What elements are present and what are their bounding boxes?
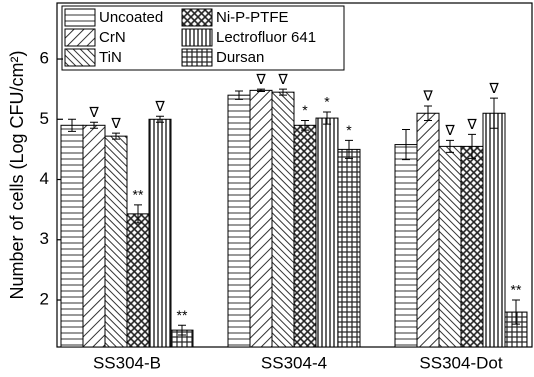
bar (104, 135, 128, 348)
bar (126, 213, 150, 348)
bar (416, 112, 440, 348)
x-tick-label: SS304-B (93, 353, 161, 372)
bar (293, 124, 317, 348)
error-bar (424, 105, 432, 121)
error-bar (468, 133, 476, 159)
y-tick-label: 3 (40, 229, 49, 248)
error-bar (323, 111, 331, 125)
bar (60, 124, 84, 348)
legend-label: Uncoated (99, 9, 163, 26)
legend-swatch (181, 8, 213, 27)
bar (315, 117, 339, 348)
error-bar (279, 88, 287, 96)
legend-label: Dursan (216, 49, 264, 66)
significance-label: ∇ (422, 88, 433, 104)
significance-label: * (324, 94, 330, 110)
error-bar (178, 324, 186, 336)
legend-label: TiN (99, 49, 122, 66)
y-tick-label: 2 (40, 289, 49, 308)
error-bar (235, 90, 243, 100)
error-bar (257, 88, 265, 93)
bar (460, 145, 484, 348)
bar (82, 124, 106, 348)
significance-label: ∇ (488, 80, 499, 96)
y-tick-label: 6 (40, 49, 49, 68)
x-tick-label: SS304-Dot (419, 353, 502, 372)
bar (148, 118, 172, 348)
legend-swatch (64, 28, 96, 47)
error-bar (156, 115, 164, 123)
bar (249, 89, 273, 348)
legend-label: CrN (99, 29, 126, 46)
error-bar (446, 139, 454, 153)
significance-label: ∇ (466, 116, 477, 132)
bar (337, 148, 361, 348)
legend-swatch (181, 28, 213, 47)
error-bar (490, 97, 498, 129)
significance-label: ∇ (277, 71, 288, 87)
legend-label: Ni-P-PTFE (216, 9, 289, 26)
error-bar (301, 119, 309, 131)
significance-label: ∇ (255, 71, 266, 87)
legend-swatch (64, 48, 96, 67)
significance-label: ∇ (88, 104, 99, 120)
bar (438, 145, 462, 348)
bar (227, 94, 251, 348)
error-bar (345, 139, 353, 159)
error-bar (134, 204, 142, 224)
legend-swatch (181, 48, 213, 67)
y-tick-label: 4 (40, 169, 49, 188)
error-bar (90, 121, 98, 129)
y-tick-label: 5 (40, 109, 49, 128)
significance-label: ∇ (154, 98, 165, 114)
y-axis-label: Number of cells (Log CFU/cm²) (7, 50, 27, 299)
error-bar (402, 129, 410, 161)
error-bar (68, 118, 76, 132)
legend-swatch (64, 8, 96, 27)
significance-label: ∇ (444, 122, 455, 138)
x-tick-label: SS304-4 (261, 353, 327, 372)
significance-label: ** (177, 307, 188, 323)
bar (482, 112, 506, 348)
significance-label: * (346, 122, 352, 138)
error-bar (112, 132, 120, 140)
significance-label: * (302, 102, 308, 118)
bar (394, 144, 418, 348)
bar (271, 91, 295, 348)
error-bar (512, 299, 520, 325)
significance-label: ** (511, 282, 522, 298)
legend-label: Lectrofluor 641 (216, 29, 316, 46)
significance-label: ∇ (110, 115, 121, 131)
significance-label: ** (133, 187, 144, 203)
